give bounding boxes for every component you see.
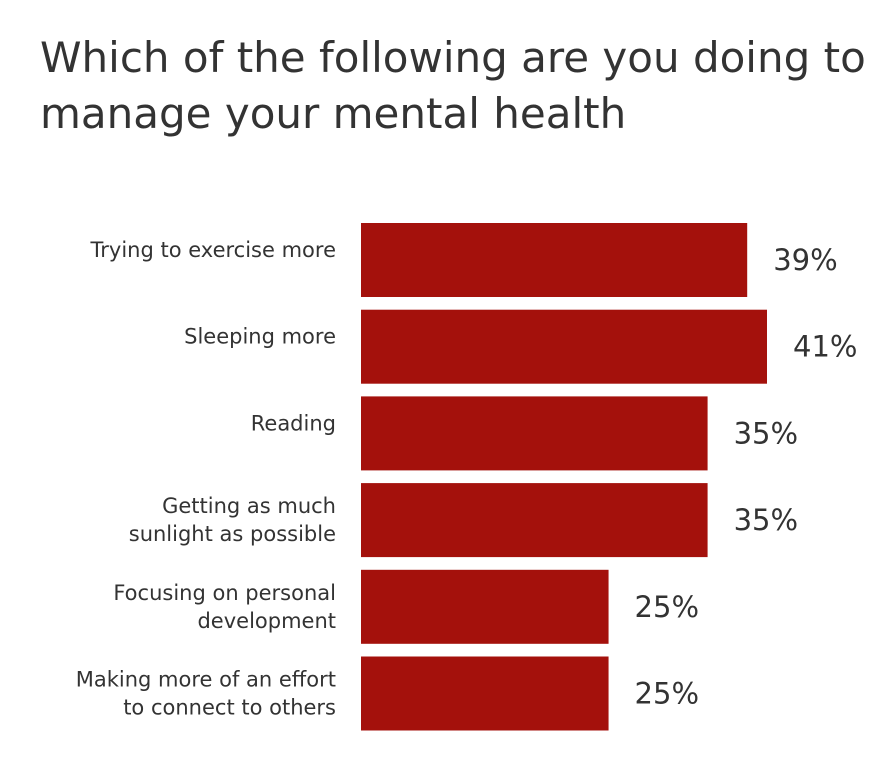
category-label-0: Trying to exercise more [90, 238, 336, 262]
bar-2 [361, 396, 708, 471]
category-label-line: Getting as much [162, 494, 336, 518]
bars-group [361, 223, 767, 731]
category-label-5: Making more of an effort to connect to ot… [76, 668, 336, 720]
category-label-line: sunlight as possible [129, 522, 336, 546]
category-label-line: Reading [251, 411, 336, 435]
category-label-3: Getting as much sunlight as possible [129, 494, 336, 546]
chart-title: Which of the following are you doing to … [40, 33, 866, 138]
bar-5 [361, 656, 609, 731]
value-labels: 39% 41% 35% 35% 25% 25% [635, 243, 858, 711]
category-label-line: Making more of an effort [76, 668, 336, 692]
value-label-3: 35% [734, 503, 798, 537]
category-label-line: to connect to others [123, 696, 336, 720]
bar-3 [361, 483, 708, 558]
category-label-2: Reading [251, 411, 336, 435]
bar-0 [361, 223, 748, 297]
bar-4 [361, 569, 609, 644]
category-label-4: Focusing on personal development [113, 581, 336, 633]
category-label-line: Sleeping more [184, 325, 336, 349]
category-label-line: Focusing on personal [113, 581, 336, 605]
bar-1 [361, 309, 767, 384]
category-label-line: development [197, 609, 336, 633]
value-label-0: 39% [773, 243, 837, 277]
value-label-5: 25% [635, 677, 699, 711]
value-label-2: 35% [734, 416, 798, 450]
value-label-1: 41% [793, 330, 857, 364]
value-label-4: 25% [635, 590, 699, 624]
category-label-line: Trying to exercise more [90, 238, 336, 262]
category-label-1: Sleeping more [184, 325, 336, 349]
category-labels: Trying to exercise more Sleeping more Read… [76, 238, 336, 720]
